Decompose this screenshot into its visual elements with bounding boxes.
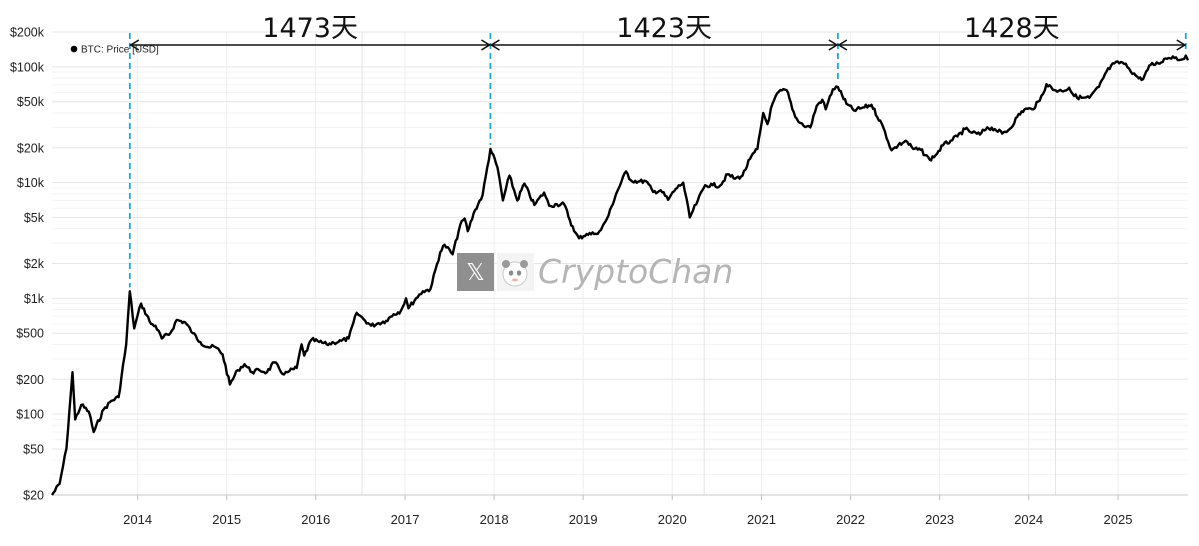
y-tick-label: $200 (16, 373, 44, 387)
y-tick-label: $20 (23, 489, 44, 503)
watermark: 𝕏 CryptoChan (457, 252, 733, 291)
x-tick-label: 2019 (569, 512, 598, 527)
y-tick-label: $2k (24, 257, 45, 271)
watermark-text: CryptoChan (538, 252, 733, 291)
y-tick-label: $100 (16, 408, 44, 422)
x-tick-label: 2018 (480, 512, 509, 527)
y-axis: $20 $50 $100 $200 $500 $1k $2k $5k $10k $20k $50k $… (10, 26, 45, 503)
y-tick-label: $500 (16, 327, 44, 341)
interval-arrowhead-left (837, 39, 848, 51)
cycle-peak-markers (128, 33, 1187, 288)
x-logo-glyph: 𝕏 (466, 260, 485, 286)
interval-arrowhead-right (481, 39, 491, 51)
y-tick-label: $50k (17, 95, 45, 109)
x-tick-label: 2020 (658, 512, 687, 527)
legend: BTC: Price [USD] (70, 45, 159, 56)
interval-arrowhead-left (129, 39, 140, 51)
y-tick-label: $200k (10, 26, 45, 40)
interval-label: 1428天 (964, 13, 1060, 44)
interval-arrowhead-left (489, 39, 500, 51)
y-tick-label: $50 (23, 442, 44, 456)
x-tick-label: 2014 (123, 512, 152, 527)
x-tick-label: 2025 (1104, 512, 1133, 527)
y-tick-label: $10k (17, 176, 45, 190)
x-tick-label: 2015 (212, 512, 241, 527)
x-axis: 2014 2015 2016 2017 2018 2019 2020 2021 2022 2023… (123, 495, 1132, 527)
x-tick-label: 2017 (391, 512, 420, 527)
legend-label: BTC: Price [USD] (81, 45, 159, 56)
y-tick-label: $1k (24, 292, 45, 306)
legend-marker (70, 45, 78, 53)
x-tick-label: 2022 (836, 512, 865, 527)
interval-arrowhead-right (828, 39, 839, 51)
cycle-interval-annotations: 1473天 1423天 1428天 (129, 13, 1187, 51)
interval-arrowhead-right (1176, 39, 1187, 51)
interval-label: 1423天 (616, 13, 712, 44)
x-tick-label: 2016 (301, 512, 330, 527)
panda-avatar-icon (497, 253, 534, 291)
x-tick-label: 2023 (925, 512, 954, 527)
y-tick-label: $100k (10, 60, 45, 74)
btc-price-series-line (50, 54, 1190, 496)
x-logo-icon (457, 253, 494, 291)
x-tick-label: 2021 (747, 512, 776, 527)
y-tick-label: $20k (17, 141, 45, 155)
x-tick-label: 2024 (1014, 512, 1043, 527)
interval-label: 1473天 (262, 13, 358, 44)
grid-lines (52, 31, 1188, 496)
y-tick-label: $5k (24, 211, 45, 225)
